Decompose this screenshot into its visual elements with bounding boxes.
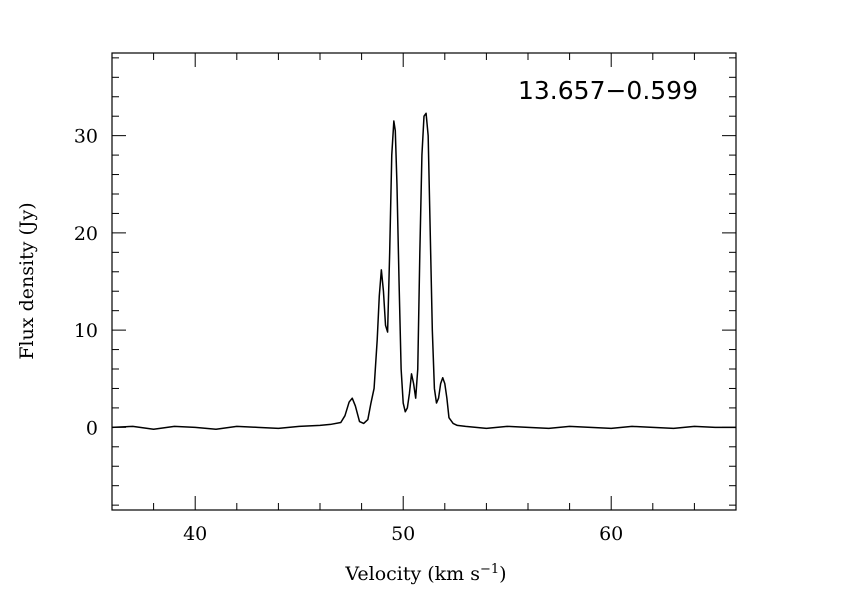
y-tick-label: 30 [74, 126, 98, 148]
x-axis-label: Velocity (km s−1) [344, 562, 506, 586]
source-label: 13.657−0.599 [518, 76, 698, 105]
x-tick-label: 50 [391, 523, 415, 545]
x-tick-label: 60 [599, 523, 623, 545]
y-tick-label: 10 [74, 320, 98, 342]
axes [111, 52, 737, 511]
y-tick-label: 20 [74, 223, 98, 245]
spectrum-line [111, 112, 736, 431]
x-axis-label-main: Velocity (km s [344, 563, 480, 585]
x-axis-label-close: ) [499, 563, 506, 585]
plot-frame [111, 52, 737, 511]
ticks [111, 53, 737, 510]
y-tick-label: 0 [86, 417, 98, 439]
x-tick-label: 40 [183, 523, 207, 545]
y-axis-label: Flux density (Jy) [16, 202, 38, 359]
x-axis-label-sup: −1 [480, 562, 499, 577]
tick-labels: 40 50 60 0 10 20 30 [74, 126, 623, 545]
